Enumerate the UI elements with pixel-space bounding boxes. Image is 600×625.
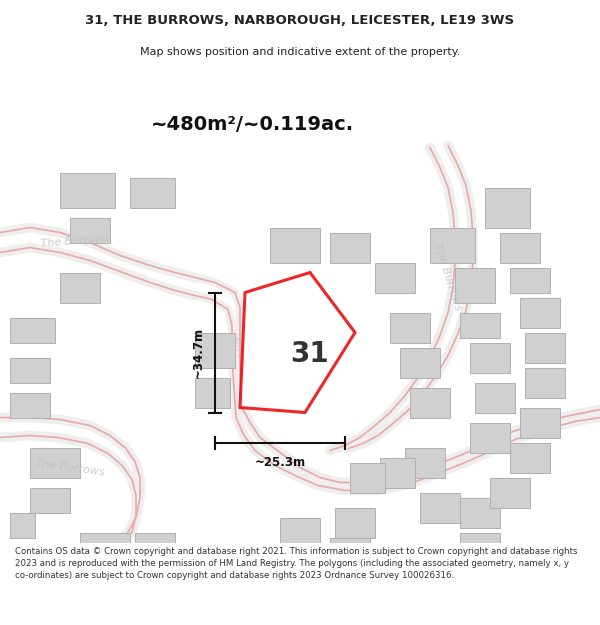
Polygon shape (140, 568, 180, 592)
Polygon shape (460, 498, 500, 528)
Polygon shape (420, 492, 460, 522)
Polygon shape (330, 538, 370, 568)
Text: ~25.3m: ~25.3m (254, 456, 305, 469)
Polygon shape (470, 342, 510, 372)
Polygon shape (410, 388, 450, 418)
Polygon shape (10, 392, 50, 418)
Polygon shape (400, 348, 440, 378)
Polygon shape (60, 173, 115, 208)
Text: ~34.7m: ~34.7m (192, 327, 205, 378)
Polygon shape (470, 422, 510, 452)
Polygon shape (335, 508, 375, 538)
Polygon shape (525, 368, 565, 398)
Polygon shape (375, 262, 415, 292)
Polygon shape (350, 462, 385, 492)
Polygon shape (510, 268, 550, 292)
Polygon shape (195, 332, 235, 367)
Polygon shape (60, 272, 100, 302)
Polygon shape (430, 228, 475, 262)
Polygon shape (500, 232, 540, 262)
Text: Map shows position and indicative extent of the property.: Map shows position and indicative extent… (140, 48, 460, 58)
Polygon shape (485, 188, 530, 228)
Polygon shape (405, 448, 445, 478)
Polygon shape (520, 408, 560, 437)
Polygon shape (130, 177, 175, 208)
Text: The Burrows: The Burrows (35, 458, 105, 478)
Polygon shape (270, 228, 320, 262)
Polygon shape (475, 382, 515, 412)
Polygon shape (10, 512, 35, 538)
Polygon shape (30, 448, 80, 478)
Polygon shape (30, 488, 70, 512)
Polygon shape (80, 532, 130, 568)
Polygon shape (10, 357, 50, 382)
Polygon shape (10, 318, 55, 342)
Polygon shape (380, 458, 415, 488)
Text: ~480m²/~0.119ac.: ~480m²/~0.119ac. (151, 114, 353, 134)
Polygon shape (195, 378, 230, 408)
Text: Contains OS data © Crown copyright and database right 2021. This information is : Contains OS data © Crown copyright and d… (15, 548, 577, 580)
Polygon shape (70, 217, 110, 242)
Polygon shape (390, 312, 430, 342)
Text: Burrows: Burrows (231, 332, 247, 373)
Text: The Burrows: The Burrows (40, 232, 110, 249)
Polygon shape (135, 532, 175, 568)
Polygon shape (490, 478, 530, 508)
Text: The Burrows: The Burrows (433, 243, 464, 312)
Polygon shape (240, 272, 355, 412)
Polygon shape (455, 268, 495, 302)
Polygon shape (280, 518, 320, 548)
Polygon shape (460, 312, 500, 338)
Text: 31: 31 (290, 339, 328, 367)
Polygon shape (510, 442, 550, 472)
Polygon shape (525, 332, 565, 362)
Polygon shape (90, 568, 130, 592)
Polygon shape (520, 298, 560, 328)
Polygon shape (330, 232, 370, 262)
Text: 31, THE BURROWS, NARBOROUGH, LEICESTER, LE19 3WS: 31, THE BURROWS, NARBOROUGH, LEICESTER, … (85, 14, 515, 27)
Polygon shape (460, 532, 500, 558)
